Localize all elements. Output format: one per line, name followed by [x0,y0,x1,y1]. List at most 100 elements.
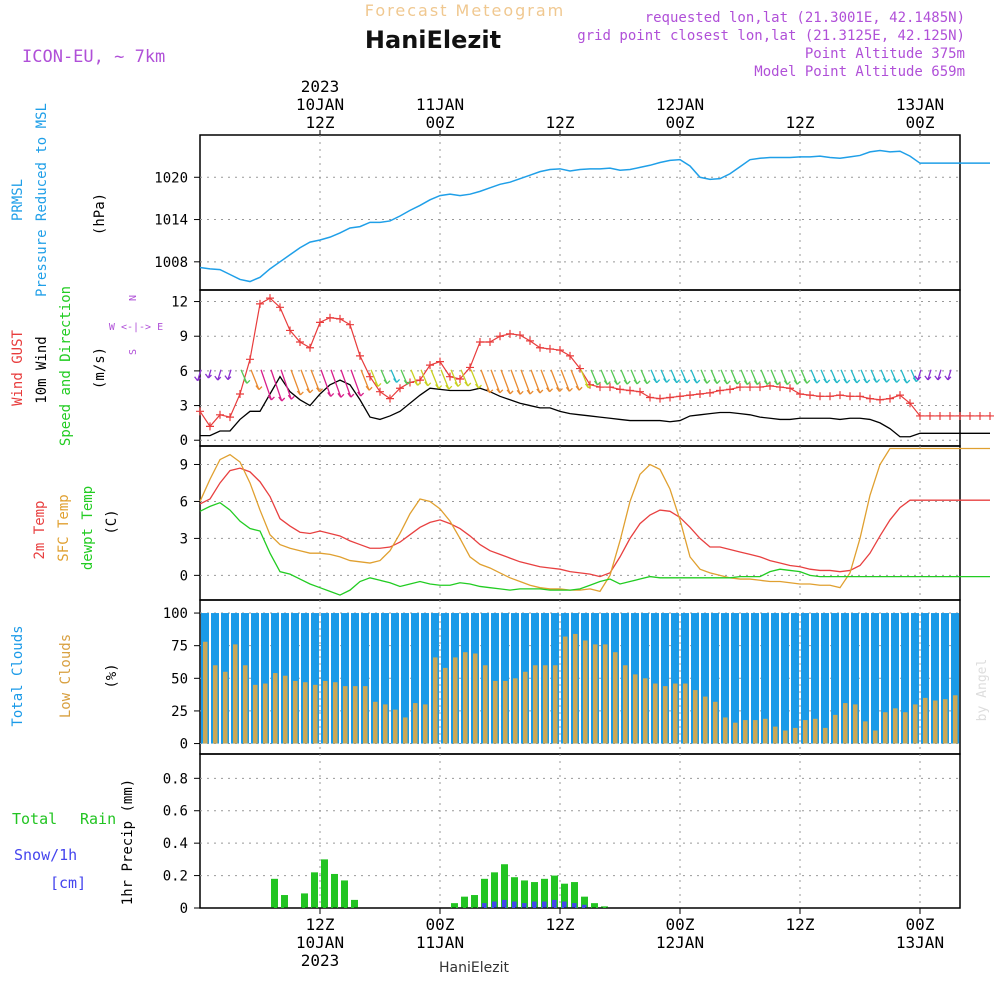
low-cloud-bar [383,704,388,744]
gust-point [516,331,524,340]
wind-arrow [490,369,504,394]
rain-bar [351,899,358,908]
wind-arrow [934,369,942,381]
gust-point [916,411,924,420]
wind-arrow [224,369,232,381]
y-tick-label: 100 [163,606,188,622]
low-cloud-bar [323,680,328,744]
gust-point [806,391,814,400]
rain-bar [571,882,578,908]
low-cloud-bar [233,644,238,744]
gust-point [856,392,864,401]
gust-line [199,297,990,428]
bottom-time-label: 11JAN [416,933,464,952]
y-tick-label: 0.2 [163,869,188,885]
gust-point [886,394,894,403]
total-cloud-bar [641,613,649,744]
gust-point [276,303,284,312]
gust-point [466,363,474,372]
bottom-time-label: 12Z [306,915,335,934]
wind-arrow [890,369,901,383]
wind-arrow [580,369,592,389]
wind-arrow [380,369,391,385]
gust-point [686,391,694,400]
rain-bar [521,880,528,908]
temp-sfc-line [199,447,990,593]
label-pressure-msl: Pressure Reduced to MSL [34,103,50,297]
wind-arrow [870,369,881,383]
low-cloud-bar [243,665,248,744]
top-time-label: 00Z [426,113,455,132]
wind-arrow [850,369,861,384]
label-precip-mm: 1hr Precip (mm) [120,779,136,905]
snow-bar [572,903,577,908]
gust-point [736,383,744,392]
wind-arrow [340,369,355,398]
gust-point [636,387,644,396]
low-cloud-bar [663,686,668,744]
low-cloud-bar [423,704,428,744]
gust-point [956,411,964,420]
gust-point [766,381,774,390]
gust-point [236,390,244,398]
label-speed-direction: Speed and Direction [58,286,74,446]
wind-arrow [570,369,583,391]
snow-bar [512,901,517,908]
total-cloud-bar [371,613,379,744]
gust-point [786,384,794,393]
rain-bar [341,880,348,908]
snow-bar [522,903,527,908]
gust-point [866,394,874,403]
low-cloud-bar [493,680,498,744]
wind-arrow [310,369,323,393]
wind-arrow [204,369,212,379]
low-cloud-bar [603,644,608,744]
low-cloud-bar [693,690,698,744]
low-cloud-bar [833,714,838,744]
gust-point [376,387,384,396]
snow-bar [582,904,587,908]
wind-arrow [944,369,952,381]
wind-arrow [840,369,851,384]
gust-point [936,411,944,420]
total-cloud-bar [311,613,319,744]
gust-point [926,411,934,420]
y-tick-label: 3 [180,531,188,547]
low-cloud-bar [533,665,538,744]
y-tick-label: 6 [180,364,188,380]
total-cloud-bar [811,613,819,744]
label-total-clouds: Total Clouds [10,625,26,726]
rain-bar [451,903,458,908]
gust-point [596,383,604,392]
rain-bar [321,859,328,908]
wind-arrow [914,369,922,381]
wind-arrow [590,369,601,386]
wind-arrow [320,369,335,397]
wind-arrow [670,369,681,384]
y-tick-label: 9 [180,457,188,473]
low-cloud-bar [673,683,678,744]
total-cloud-bar [771,613,779,744]
wind-arrow [800,369,811,384]
total-cloud-bar [671,613,679,744]
gust-point [266,294,274,303]
low-cloud-bar [923,697,928,744]
low-cloud-bar [953,695,958,744]
top-time-label: 13JAN [896,95,944,114]
total-cloud-bar [391,613,399,744]
bottom-time-label: 10JAN [296,933,344,952]
wind-arrow [820,369,831,384]
total-cloud-bar [651,613,659,744]
low-cloud-bar [463,652,468,744]
total-cloud-bar [411,613,419,744]
y-tick-label: 0 [180,901,188,917]
label-10m-wind: 10m Wind [34,336,50,403]
gust-point [316,318,324,327]
total-cloud-bar [761,613,769,744]
gust-point [716,386,724,395]
wind-arrow [530,369,544,394]
temp-dewpt-line [199,501,990,596]
wind-arrow [660,369,671,383]
rain-bar [601,906,608,908]
wind-arrow [900,369,911,384]
